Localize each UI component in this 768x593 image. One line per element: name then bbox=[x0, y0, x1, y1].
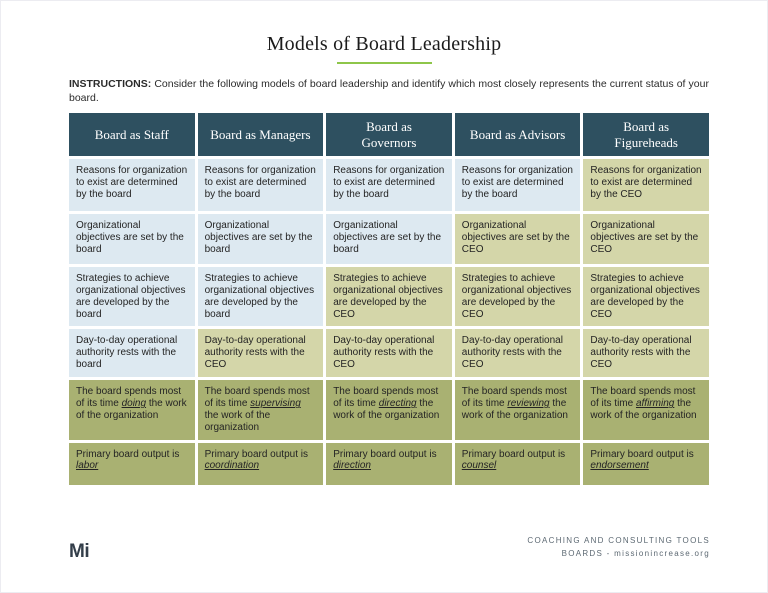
instructions: INSTRUCTIONS: Consider the following mod… bbox=[69, 78, 709, 105]
table-cell: Strategies to achieve organizational obj… bbox=[69, 267, 195, 327]
page-title: Models of Board Leadership bbox=[266, 33, 502, 55]
table-cell: Reasons for organization to exist are de… bbox=[454, 159, 581, 212]
emphasized-word: counsel bbox=[461, 460, 497, 472]
instructions-text: Consider the following models of board l… bbox=[69, 78, 709, 104]
column-header-governors: Board as Governors bbox=[326, 113, 452, 157]
table-cell: Reasons for organization to exist are de… bbox=[583, 159, 709, 212]
table-cell: Day-to-day operational authority rests w… bbox=[69, 329, 195, 378]
table-cell: Organizational objectives are set by the… bbox=[454, 214, 581, 265]
column-header-figureheads: Board as Figureheads bbox=[583, 113, 709, 157]
table-cell: The board spends most of its time doing … bbox=[69, 380, 195, 440]
table-cell: Day-to-day operational authority rests w… bbox=[454, 329, 581, 378]
table-cell: The board spends most of its time direct… bbox=[326, 380, 452, 440]
table-cell: The board spends most of its time superv… bbox=[197, 380, 324, 440]
table-cell: Strategies to achieve organizational obj… bbox=[197, 267, 324, 327]
footer-line-2: BOARDS - missionincrease.org bbox=[561, 549, 710, 559]
table-cell: Strategies to achieve organizational obj… bbox=[583, 267, 709, 327]
table-cell: Day-to-day operational authority rests w… bbox=[583, 329, 709, 378]
footer-line-1: COACHING AND CONSULTING TOOLS bbox=[527, 536, 710, 546]
emphasized-word: directing bbox=[378, 398, 417, 410]
emphasized-word: labor bbox=[76, 460, 99, 472]
table-cell: Reasons for organization to exist are de… bbox=[69, 159, 195, 212]
table-cell: Primary board output is labor bbox=[69, 442, 195, 485]
table-cell: Strategies to achieve organizational obj… bbox=[454, 267, 581, 327]
column-header-staff: Board as Staff bbox=[69, 113, 195, 157]
emphasized-word: reviewing bbox=[507, 398, 550, 410]
table-cell: Organizational objectives are set by the… bbox=[197, 214, 324, 265]
table-cell: Organizational objectives are set by the… bbox=[69, 214, 195, 265]
footer-credits: COACHING AND CONSULTING TOOLS BOARDS - m… bbox=[527, 535, 710, 561]
emphasized-word: coordination bbox=[204, 460, 260, 472]
table-cell: Primary board output is direction bbox=[326, 442, 452, 485]
table-cell: Primary board output is endorsement bbox=[583, 442, 709, 485]
instructions-label: INSTRUCTIONS: bbox=[69, 78, 152, 90]
table-cell: The board spends most of its time review… bbox=[454, 380, 581, 440]
table-cell: Strategies to achieve organizational obj… bbox=[326, 267, 452, 327]
table-cell: Organizational objectives are set by the… bbox=[326, 214, 452, 265]
title-divider bbox=[336, 62, 432, 64]
table-cell: Organizational objectives are set by the… bbox=[583, 214, 709, 265]
page-footer: Mi COACHING AND CONSULTING TOOLS BOARDS … bbox=[69, 535, 710, 561]
column-header-managers: Board as Managers bbox=[197, 113, 324, 157]
emphasized-word: affirming bbox=[635, 398, 675, 410]
table-cell: Day-to-day operational authority rests w… bbox=[326, 329, 452, 378]
table-cell: Primary board output is coordination bbox=[197, 442, 324, 485]
table-cell: Reasons for organization to exist are de… bbox=[326, 159, 452, 212]
table-cell: Day-to-day operational authority rests w… bbox=[197, 329, 324, 378]
emphasized-word: supervising bbox=[250, 398, 301, 410]
board-models-table: Board as Staff Board as Managers Board a… bbox=[69, 113, 709, 485]
column-header-advisors: Board as Advisors bbox=[454, 113, 581, 157]
emphasized-word: doing bbox=[121, 398, 147, 410]
emphasized-word: direction bbox=[333, 460, 371, 472]
table-cell: Primary board output is counsel bbox=[454, 442, 581, 485]
table-cell: Reasons for organization to exist are de… bbox=[197, 159, 324, 212]
emphasized-word: endorsement bbox=[590, 460, 649, 472]
mission-increase-logo: Mi bbox=[69, 541, 90, 562]
table-cell: The board spends most of its time affirm… bbox=[583, 380, 709, 440]
